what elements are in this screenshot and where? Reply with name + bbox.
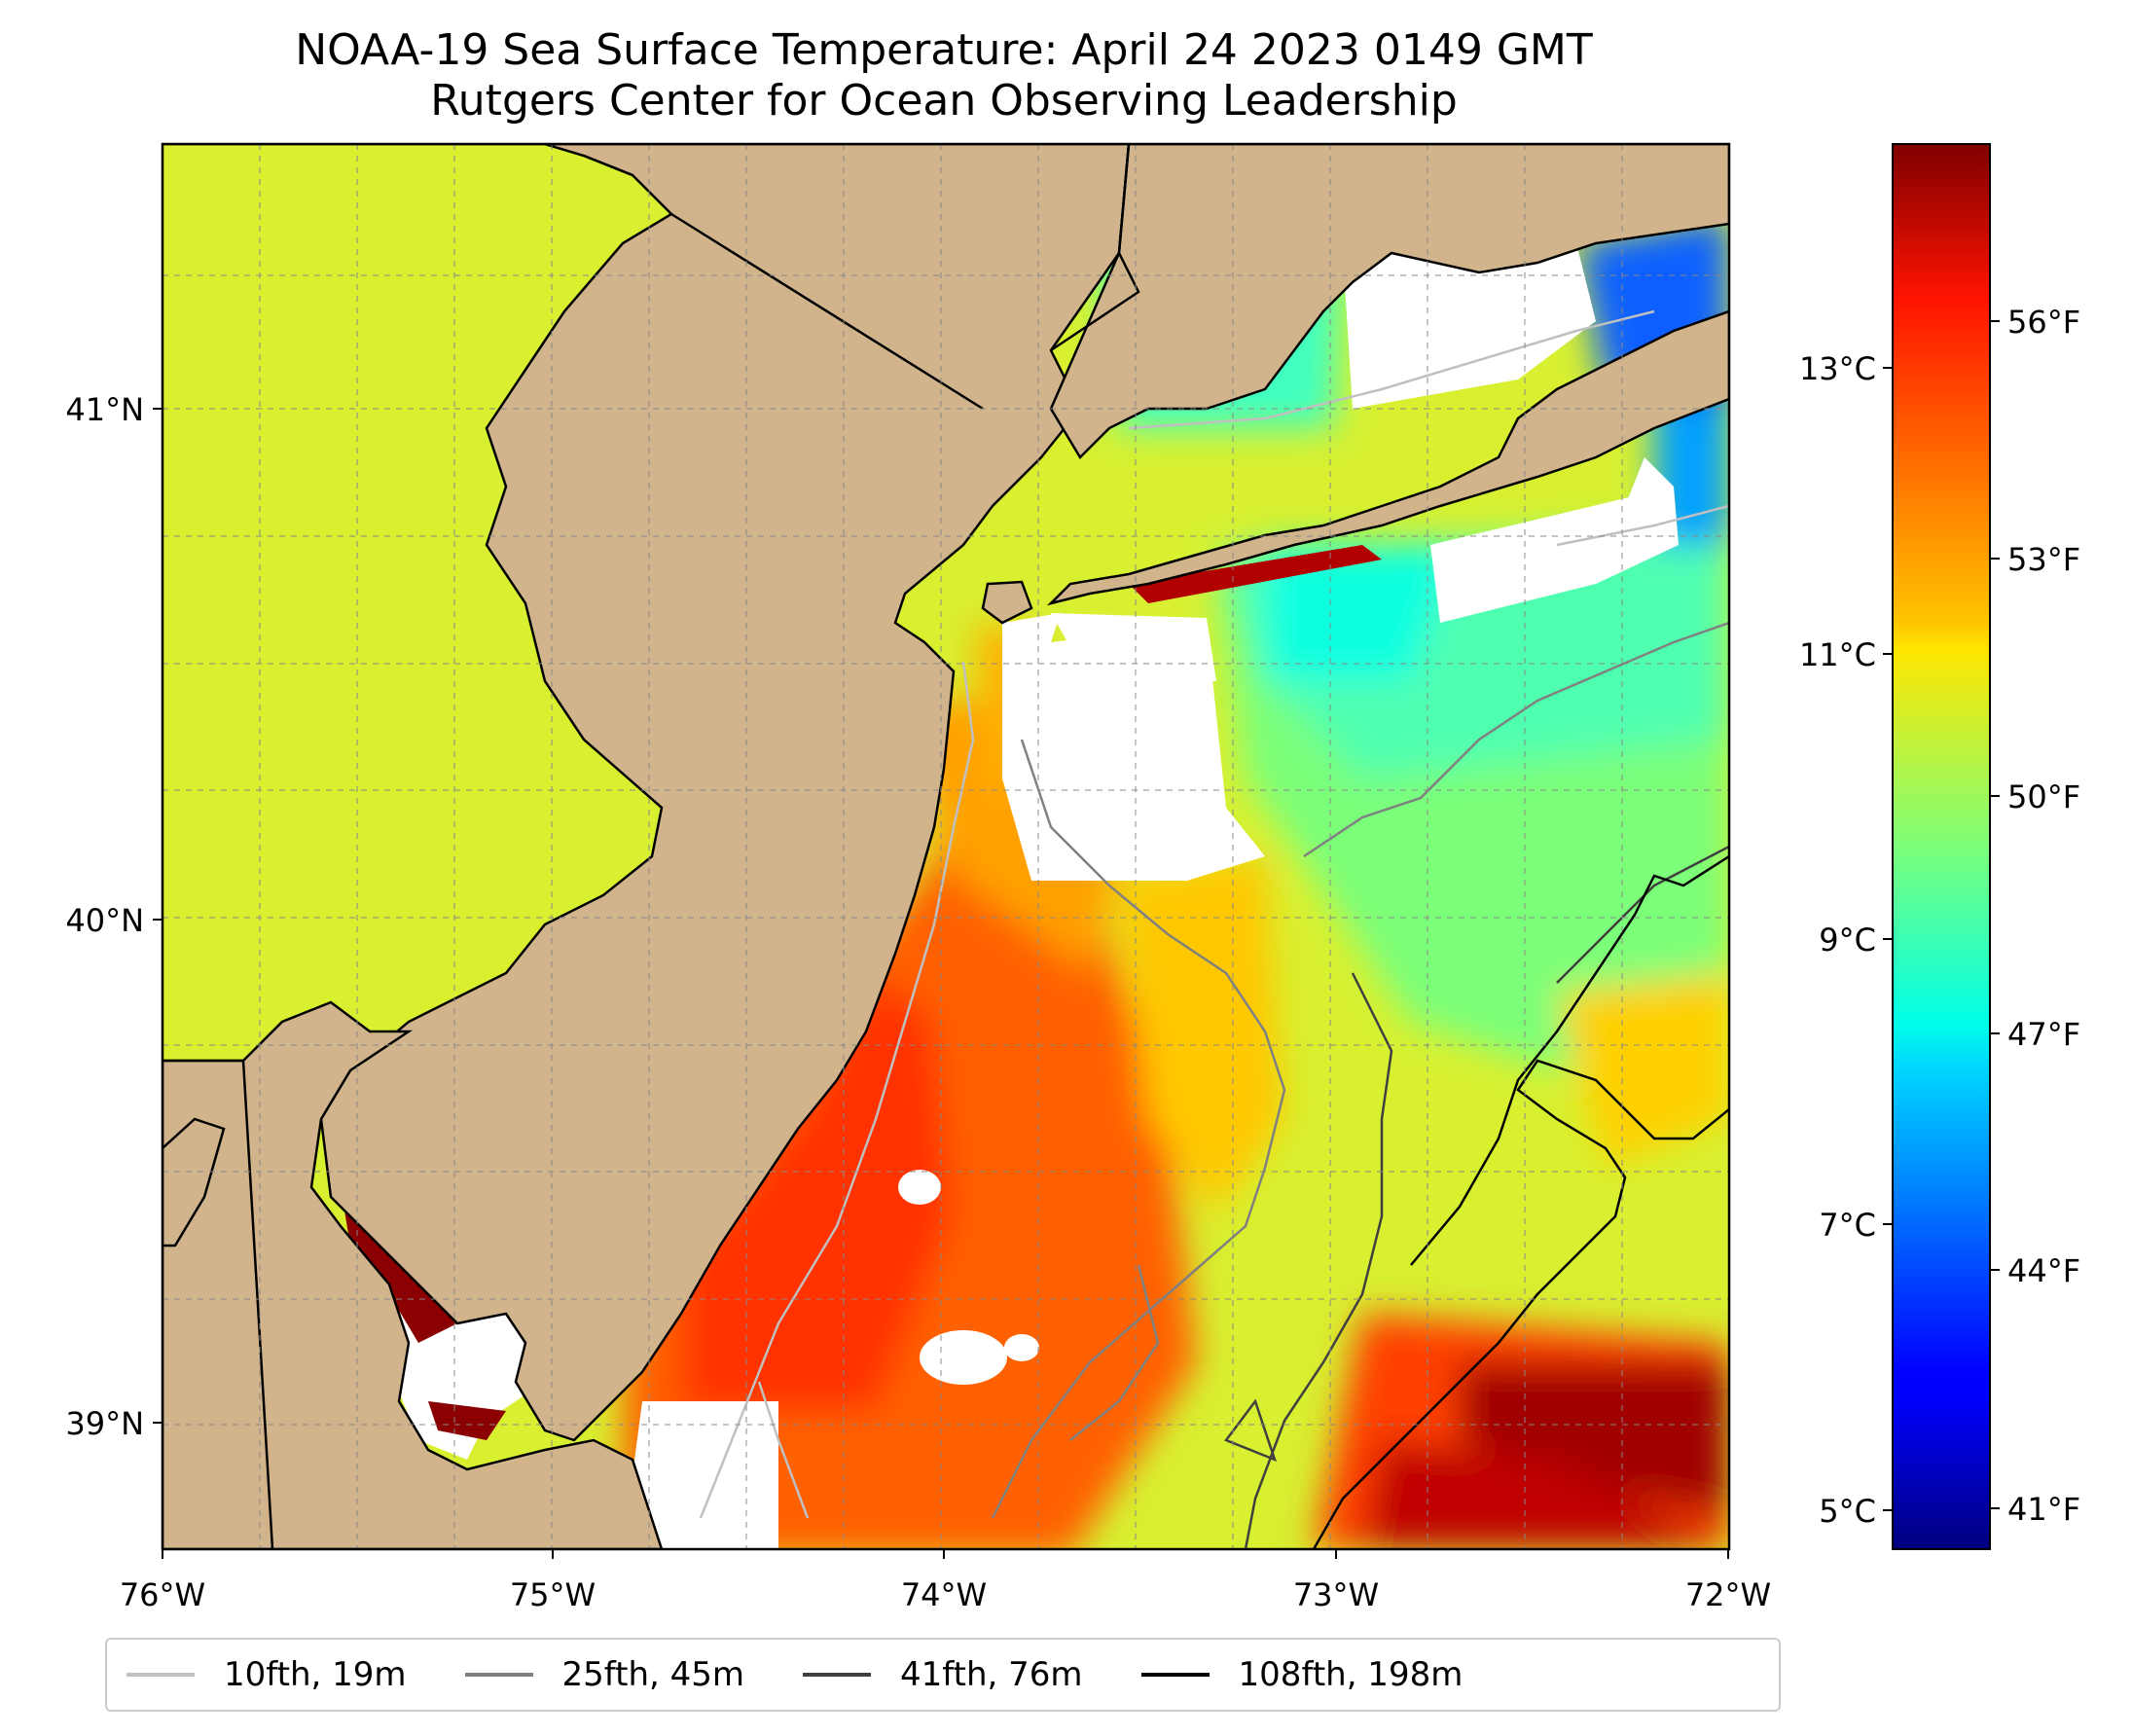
gridlines bbox=[163, 144, 1729, 1549]
colorbar-f-label: 56°F bbox=[2007, 304, 2080, 341]
colorbar-f-label: 47°F bbox=[2007, 1016, 2080, 1053]
colorbar bbox=[1892, 143, 1991, 1550]
isobath-legend: 10fth, 19m 25fth, 45m 41fth, 76m 108fth,… bbox=[105, 1638, 1781, 1712]
colorbar-f-label: 44°F bbox=[2007, 1252, 2080, 1289]
legend-item: 108fth, 198m bbox=[1140, 1655, 1463, 1694]
isobath-25fth bbox=[991, 621, 1729, 1519]
sst-li-nearshore-warm bbox=[1129, 545, 1382, 603]
colorbar-f-label: 53°F bbox=[2007, 541, 2080, 578]
colorbar-f-label: 50°F bbox=[2007, 778, 2080, 815]
x-tick-label: 72°W bbox=[1685, 1576, 1771, 1613]
y-tick-label: 40°N bbox=[65, 902, 144, 939]
land bbox=[163, 144, 1729, 1549]
y-axis bbox=[153, 408, 163, 1424]
map-panel bbox=[163, 144, 1729, 1549]
map-frame bbox=[161, 142, 1731, 1551]
x-tick-label: 75°W bbox=[510, 1576, 596, 1613]
colorbar-c-label: 13°C bbox=[1799, 350, 1876, 387]
legend-label: 10fth, 19m bbox=[224, 1655, 407, 1694]
colorbar-c-label: 9°C bbox=[1819, 922, 1876, 958]
state-boundaries bbox=[163, 144, 1140, 1549]
isobath-41fth bbox=[1224, 845, 1729, 1549]
colorbar-fahrenheit-ticks bbox=[1990, 320, 2000, 1509]
legend-swatch-108fth bbox=[1140, 1673, 1210, 1677]
isobath-10fth bbox=[699, 309, 1729, 1519]
x-tick-label: 73°W bbox=[1293, 1576, 1379, 1613]
legend-label: 41fth, 76m bbox=[900, 1655, 1083, 1694]
legend-item: 10fth, 19m bbox=[126, 1655, 407, 1694]
colorbar-c-label: 5°C bbox=[1819, 1493, 1876, 1530]
legend-item: 25fth, 45m bbox=[464, 1655, 745, 1694]
legend-item: 41fth, 76m bbox=[803, 1655, 1083, 1694]
legend-label: 108fth, 198m bbox=[1238, 1655, 1463, 1694]
legend-swatch-10fth bbox=[126, 1673, 195, 1677]
x-axis bbox=[162, 1549, 1729, 1559]
y-tick-label: 39°N bbox=[65, 1405, 144, 1442]
map-subtitle: Rutgers Center for Ocean Observing Leade… bbox=[430, 76, 1458, 126]
x-tick-label: 76°W bbox=[120, 1576, 205, 1613]
colorbar-f-label: 41°F bbox=[2007, 1491, 2080, 1528]
isobath-108fth bbox=[1312, 854, 1729, 1549]
colorbar-celsius-ticks bbox=[1883, 367, 1893, 1511]
colorbar-c-label: 7°C bbox=[1819, 1207, 1876, 1244]
nodata-patch-li bbox=[1430, 487, 1679, 623]
map-title: NOAA-19 Sea Surface Temperature: April 2… bbox=[295, 25, 1593, 75]
legend-label: 25fth, 45m bbox=[561, 1655, 745, 1694]
nodata-patch-offshore bbox=[920, 1330, 1007, 1385]
colorbar-c-label: 11°C bbox=[1799, 636, 1876, 673]
x-tick-label: 74°W bbox=[901, 1576, 987, 1613]
legend-swatch-25fth bbox=[464, 1673, 533, 1677]
legend-swatch-41fth bbox=[803, 1673, 872, 1677]
nodata-patch-lis bbox=[1343, 243, 1596, 409]
y-tick-label: 41°N bbox=[65, 391, 144, 428]
